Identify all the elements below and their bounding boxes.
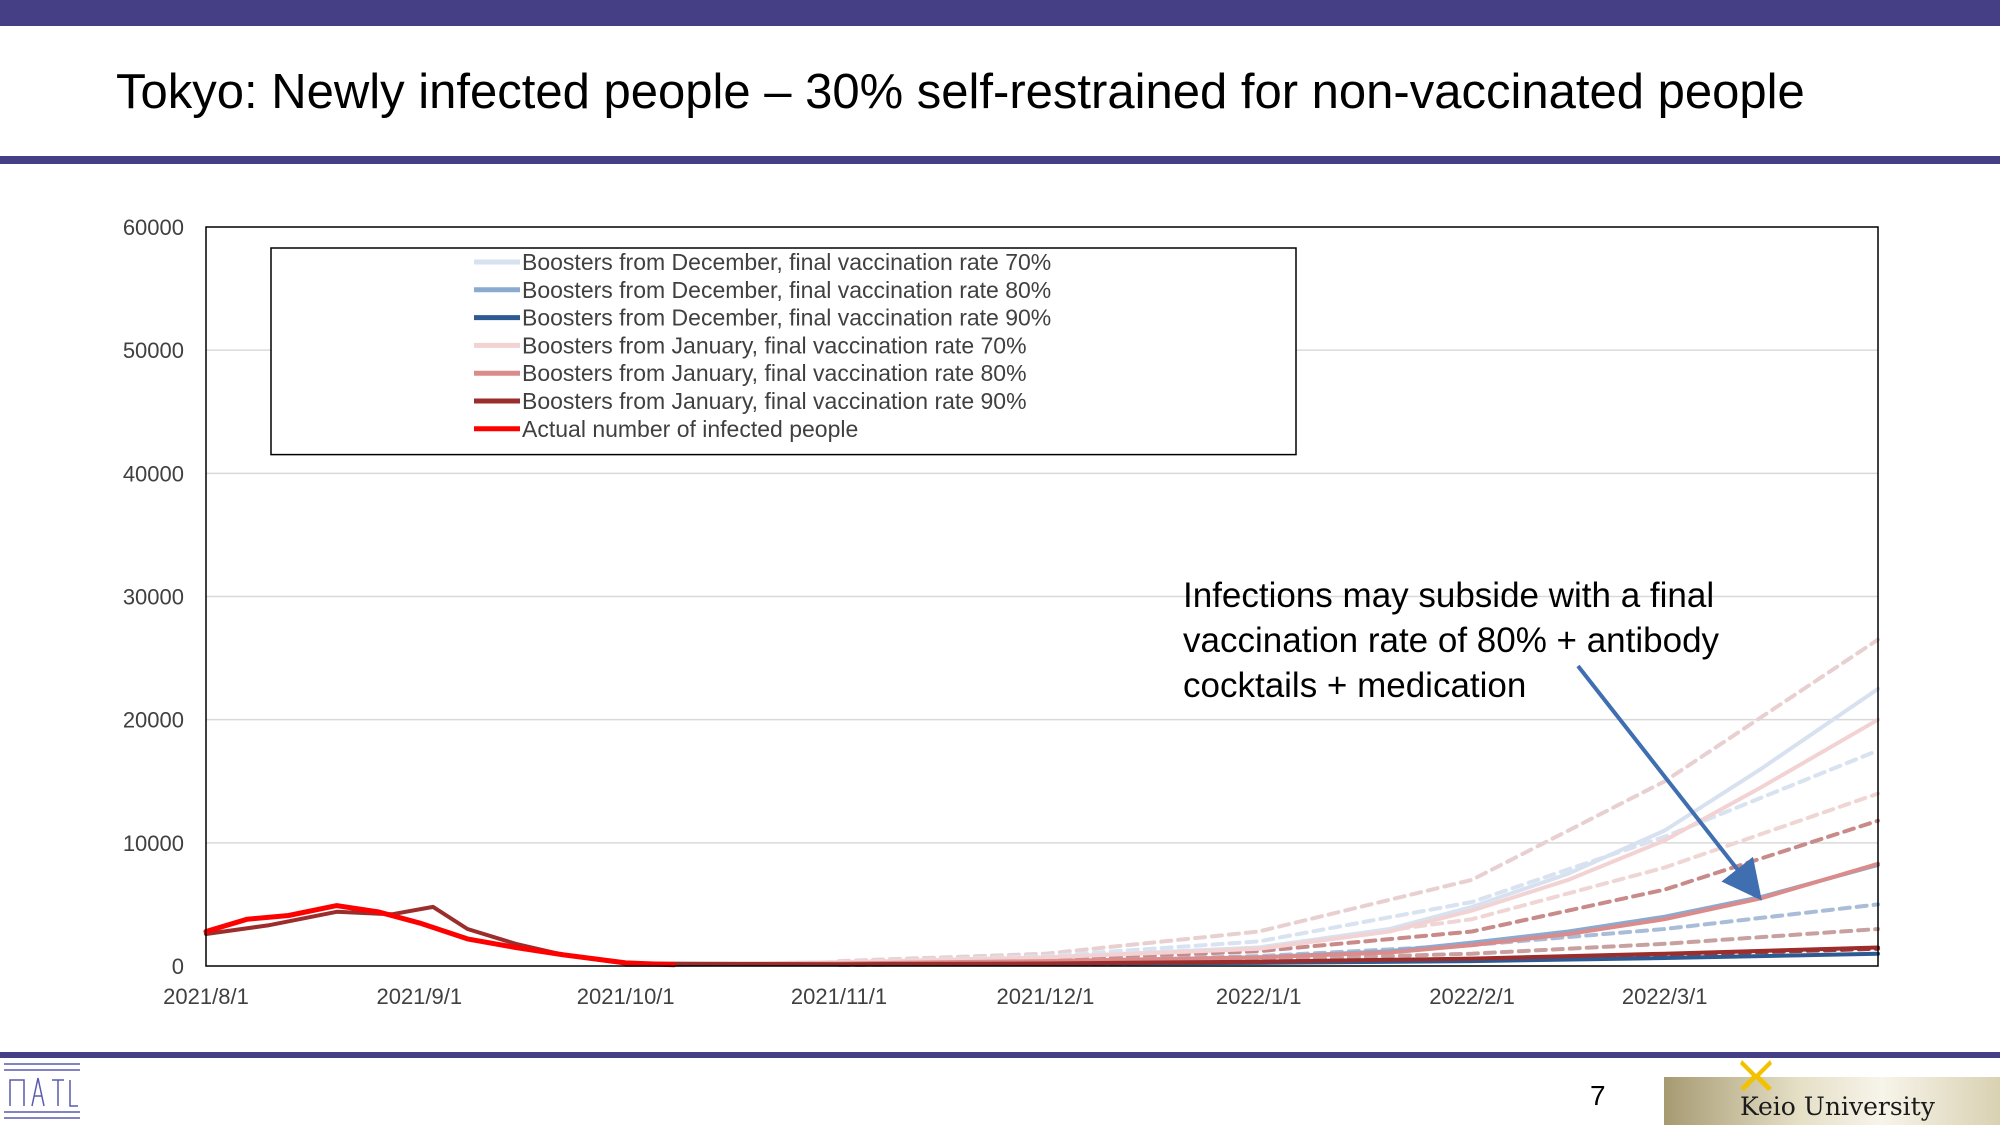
annotation-arrow-line bbox=[1576, 664, 1762, 901]
x-tick-label: 2022/1/1 bbox=[1216, 984, 1302, 1009]
title-rule bbox=[0, 156, 2000, 164]
y-tick-label: 20000 bbox=[123, 708, 184, 733]
legend-label: Actual number of infected people bbox=[522, 416, 858, 442]
legend-label: Boosters from January, final vaccination… bbox=[522, 332, 1027, 358]
x-tick-label: 2021/10/1 bbox=[577, 984, 675, 1009]
keio-logo-text: Keio University bbox=[1740, 1092, 1935, 1121]
legend-label: Boosters from January, final vaccination… bbox=[522, 360, 1027, 386]
legend-box bbox=[270, 247, 1297, 456]
series-line-dashed bbox=[837, 637, 1880, 964]
annotation-line-3: cocktails + medication bbox=[1183, 666, 1527, 705]
bottom-rule bbox=[0, 1052, 2000, 1058]
top-band bbox=[0, 0, 2000, 26]
y-tick-label: 60000 bbox=[123, 215, 184, 240]
legend-label: Boosters from December, final vaccinatio… bbox=[522, 305, 1051, 331]
annotation-arrow bbox=[1576, 664, 1762, 901]
x-tick-label: 2022/2/1 bbox=[1429, 984, 1515, 1009]
series-lines bbox=[203, 637, 1880, 968]
x-tick-label: 2021/8/1 bbox=[163, 984, 249, 1009]
page-number: 7 bbox=[1590, 1080, 1606, 1111]
annotation-text: Infections may subside with a final vacc… bbox=[1183, 573, 1803, 708]
keio-pen-emblem-icon bbox=[1740, 1060, 1772, 1091]
axis-ticks: 0 10000 20000 30000 40000 50000 60000 2021/8/1 2… bbox=[123, 215, 1708, 1009]
legend-label: Boosters from December, final vaccinatio… bbox=[522, 249, 1051, 275]
legend: Boosters from December, final vaccinatio… bbox=[270, 247, 1297, 456]
plot-frame bbox=[205, 226, 1879, 967]
annotation-line-2: vaccination rate of 80% + antibody bbox=[1183, 621, 1720, 660]
y-tick-label: 40000 bbox=[123, 461, 184, 486]
series-line bbox=[623, 717, 1880, 967]
annotation-line-1: Infections may subside with a final bbox=[1183, 576, 1715, 615]
series-line bbox=[203, 903, 677, 968]
x-tick-label: 2021/11/1 bbox=[791, 984, 887, 1009]
y-tick-label: 0 bbox=[172, 954, 184, 979]
y-tick-label: 10000 bbox=[123, 831, 184, 856]
y-tick-label: 30000 bbox=[123, 585, 184, 610]
keio-footer-banner bbox=[1664, 1077, 2000, 1125]
y-tick-label: 50000 bbox=[123, 338, 184, 363]
x-tick-label: 2021/12/1 bbox=[997, 984, 1095, 1009]
x-tick-label: 2022/3/1 bbox=[1622, 984, 1708, 1009]
legend-label: Boosters from January, final vaccination… bbox=[522, 388, 1027, 414]
lab-logo-icon bbox=[4, 1063, 80, 1119]
legend-label: Boosters from December, final vaccinatio… bbox=[522, 277, 1051, 303]
series-line-dashed bbox=[837, 748, 1880, 965]
slide-title: Tokyo: Newly infected people – 30% self-… bbox=[116, 65, 1805, 119]
x-tick-label: 2021/9/1 bbox=[376, 984, 462, 1009]
